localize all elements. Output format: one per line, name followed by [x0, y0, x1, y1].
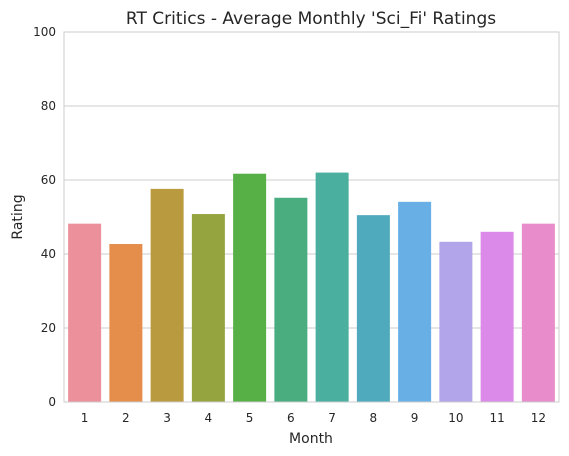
bar-month-12	[521, 223, 555, 402]
bar-month-6	[274, 197, 308, 402]
x-tick-label: 4	[205, 411, 213, 425]
x-tick-label: 9	[411, 411, 419, 425]
x-tick-label: 2	[122, 411, 130, 425]
x-tick-label: 7	[328, 411, 336, 425]
x-tick-labels: 1 2 3 4 5 6 7 8 9 10 11 12	[81, 411, 546, 425]
x-tick-label: 8	[370, 411, 378, 425]
bar-month-5	[233, 173, 267, 402]
y-tick-label: 20	[41, 321, 56, 335]
bar-month-1	[68, 223, 102, 402]
x-tick-label: 10	[448, 411, 463, 425]
y-tick-label: 100	[33, 25, 56, 39]
bars	[68, 172, 555, 402]
x-tick-label: 11	[489, 411, 504, 425]
bar-month-2	[109, 244, 143, 402]
plot-frame	[63, 31, 560, 403]
x-tick-label: 1	[81, 411, 89, 425]
y-tick-label: 0	[48, 395, 56, 409]
y-axis-label: Rating	[10, 194, 26, 239]
x-tick-label: 6	[287, 411, 295, 425]
chart-title: RT Critics - Average Monthly 'Sci_Fi' Ra…	[126, 9, 496, 29]
y-tick-label: 60	[41, 173, 56, 187]
y-tick-label: 40	[41, 247, 56, 261]
y-tick-label: 80	[41, 99, 56, 113]
x-axis-label: Month	[289, 431, 333, 447]
x-tick-label: 12	[531, 411, 546, 425]
bar-month-3	[150, 188, 184, 402]
x-tick-label: 3	[163, 411, 171, 425]
bar-month-11	[480, 231, 514, 402]
x-tick-label: 5	[246, 411, 254, 425]
bar-month-8	[356, 215, 390, 402]
bar-month-9	[398, 201, 432, 402]
bar-month-7	[315, 172, 349, 402]
bar-month-10	[439, 241, 473, 402]
bar-month-4	[191, 214, 225, 402]
y-tick-labels: 0 20 40 60 80 100	[33, 25, 56, 409]
